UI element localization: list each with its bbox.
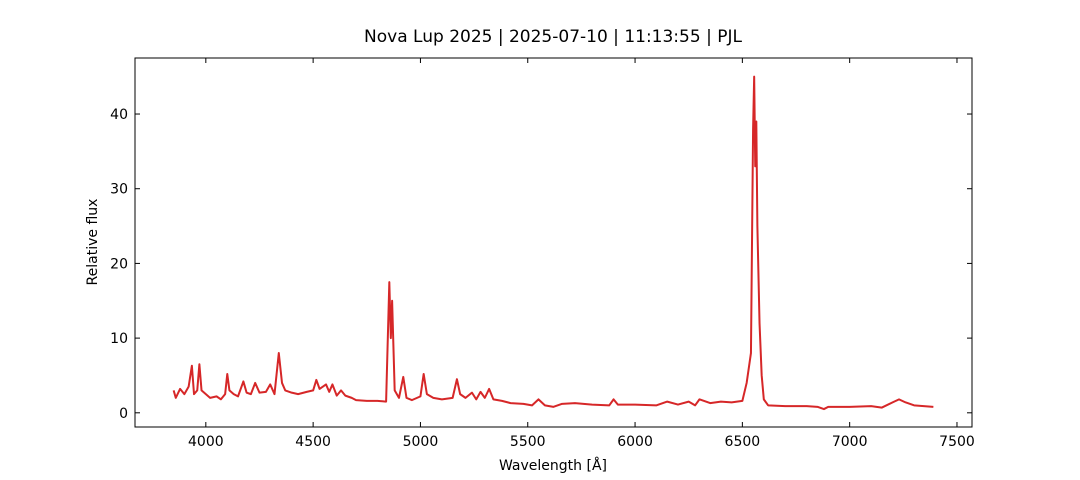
y-tick-label: 30 xyxy=(110,182,128,198)
x-tick-label: 6000 xyxy=(617,434,653,450)
chart-title: Nova Lup 2025 | 2025-07-10 | 11:13:55 | … xyxy=(364,27,742,47)
x-tick-label: 7000 xyxy=(832,434,868,450)
x-tick-label: 7500 xyxy=(939,434,975,450)
x-tick-label: 6500 xyxy=(725,434,761,450)
y-tick-label: 20 xyxy=(110,256,128,272)
x-axis-label: Wavelength [Å] xyxy=(499,457,607,474)
y-axis-label: Relative flux xyxy=(85,199,101,286)
y-tick-label: 0 xyxy=(119,406,128,422)
x-tick-label: 5000 xyxy=(403,434,439,450)
y-tick-label: 10 xyxy=(110,331,128,347)
spectrum-line xyxy=(172,75,934,411)
y-tick-label: 40 xyxy=(110,107,128,123)
x-tick-label: 4000 xyxy=(188,434,224,450)
x-tick-label: 5500 xyxy=(510,434,546,450)
x-tick-label: 4500 xyxy=(295,434,331,450)
plot-frame xyxy=(134,57,973,428)
